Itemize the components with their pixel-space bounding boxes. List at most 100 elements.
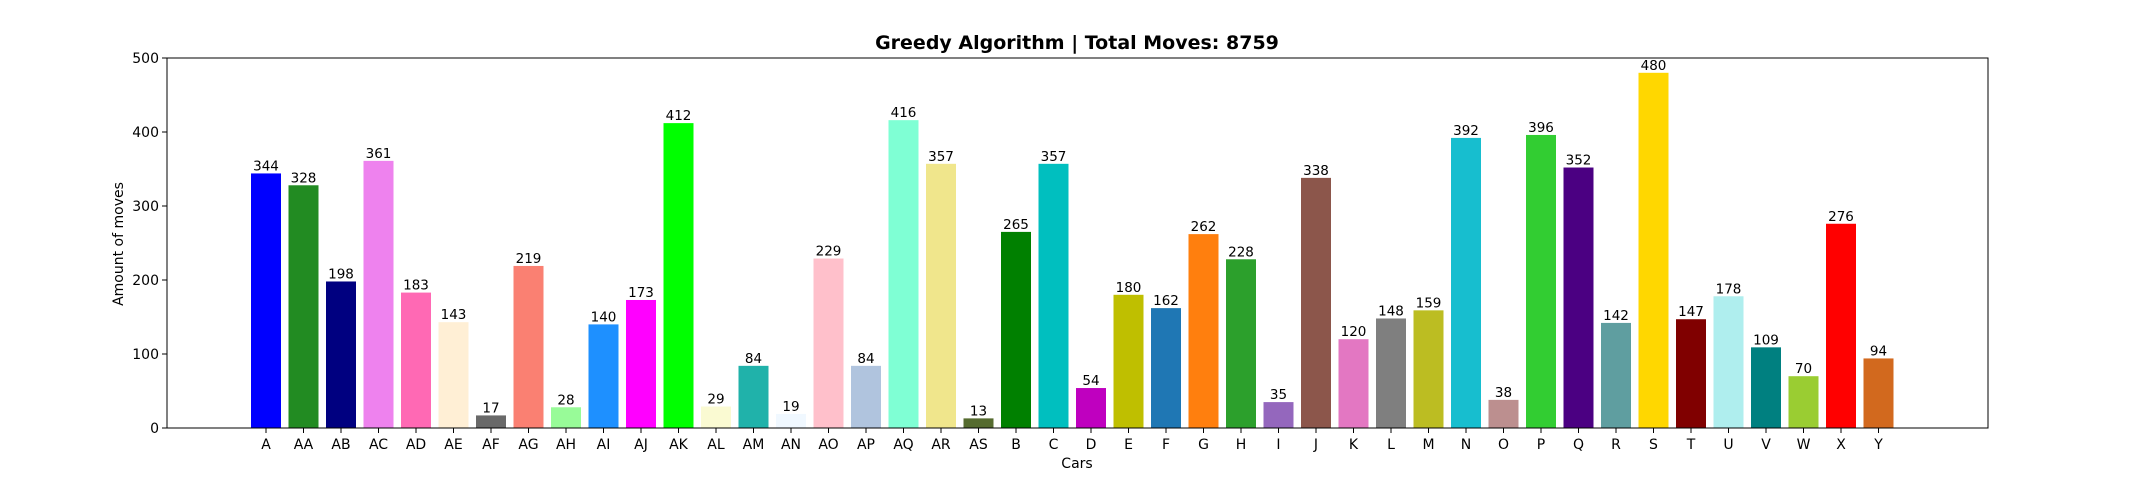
x-axis-ticks: A AA AB AC AD AE AF AG AH AI AJ AK AL AM AN AO AP AQ AR AS B…	[261, 428, 1883, 453]
x-tick-label-b: B	[1011, 437, 1021, 453]
bar-as	[963, 418, 994, 428]
bar-an	[776, 413, 806, 428]
bar-aj	[626, 299, 656, 428]
bar-v	[1751, 347, 1781, 428]
bar-q	[1563, 167, 1594, 428]
x-tick-label-d: D	[1086, 437, 1097, 453]
x-tick-label-ac: AC	[369, 437, 388, 453]
bar-s	[1638, 72, 1669, 429]
bar-x	[1826, 223, 1856, 428]
data-label-e: 180	[1116, 280, 1142, 296]
x-tick-label-c: C	[1049, 437, 1059, 453]
data-label-ar: 357	[928, 149, 954, 165]
x-tick-label-n: N	[1461, 437, 1471, 453]
data-label-q: 352	[1566, 153, 1592, 169]
y-axis-ticks: 0 100 200 300 400 500	[132, 51, 167, 437]
data-label-af: 17	[482, 400, 499, 416]
data-label-al: 29	[707, 392, 724, 408]
data-label-f: 162	[1153, 293, 1179, 309]
x-tick-label-ai: AI	[597, 437, 611, 453]
data-label-g: 262	[1191, 219, 1217, 235]
bar-i	[1263, 402, 1294, 428]
x-tick-label-w: W	[1797, 437, 1811, 453]
x-tick-label-ap: AP	[857, 437, 875, 453]
data-label-ap: 84	[857, 351, 874, 367]
bar-f	[1151, 308, 1181, 428]
data-label-k: 120	[1341, 324, 1367, 340]
x-tick-label-aj: AJ	[634, 437, 648, 453]
data-label-ai: 140	[591, 309, 617, 325]
data-label-ae: 143	[441, 307, 467, 323]
x-tick-label-q: Q	[1573, 437, 1584, 453]
data-label-t: 147	[1678, 304, 1704, 320]
x-tick-label-k: K	[1349, 437, 1359, 453]
x-tick-label-al: AL	[707, 437, 725, 453]
x-tick-label-v: V	[1761, 437, 1771, 453]
x-tick-label-f: F	[1162, 437, 1170, 453]
x-tick-label-ao: AO	[818, 437, 838, 453]
data-label-v: 109	[1753, 332, 1779, 348]
data-labels-group: 344 328 198 361 183 143 17 219 28 140 173 412 29 84 19…	[253, 58, 1887, 420]
y-tick-label-400: 400	[132, 125, 159, 141]
bar-d	[1076, 388, 1106, 428]
x-axis-label: Cars	[1061, 456, 1092, 472]
bar-c	[1038, 163, 1069, 428]
x-tick-label-r: R	[1611, 437, 1621, 453]
data-label-aa: 328	[291, 170, 317, 186]
data-label-d: 54	[1082, 373, 1099, 389]
bars-group	[251, 72, 1894, 429]
plot-frame	[166, 57, 1989, 429]
x-tick-label-x: X	[1836, 437, 1846, 453]
data-label-p: 396	[1528, 120, 1554, 136]
x-tick-label-an: AN	[781, 437, 801, 453]
x-tick-label-m: M	[1422, 437, 1434, 453]
x-tick-label-am: AM	[743, 437, 765, 453]
data-label-ag: 219	[516, 251, 542, 267]
data-label-a: 344	[253, 158, 279, 174]
bar-ac	[363, 160, 394, 429]
bar-ad	[401, 292, 431, 428]
bar-aq	[888, 120, 919, 428]
y-tick-label-300: 300	[132, 199, 159, 215]
bar-ae	[438, 322, 469, 428]
x-tick-label-ae: AE	[444, 437, 462, 453]
data-label-am: 84	[745, 351, 762, 367]
x-tick-label-p: P	[1537, 437, 1545, 453]
bar-al	[701, 406, 731, 428]
x-tick-label-t: T	[1686, 437, 1696, 453]
bar-w	[1788, 376, 1819, 428]
x-tick-label-aa: AA	[294, 437, 314, 453]
data-label-ao: 229	[816, 244, 842, 260]
data-label-aq: 416	[891, 105, 917, 121]
data-label-ad: 183	[403, 278, 429, 294]
chart-title: Greedy Algorithm | Total Moves: 8759	[875, 32, 1279, 54]
data-label-n: 392	[1453, 123, 1479, 139]
x-tick-label-i: I	[1276, 437, 1280, 453]
bar-t	[1676, 319, 1706, 428]
data-label-ah: 28	[557, 392, 574, 408]
data-label-s: 480	[1641, 58, 1667, 74]
x-tick-label-g: G	[1198, 437, 1209, 453]
y-tick-label-100: 100	[132, 347, 159, 363]
data-label-i: 35	[1270, 387, 1287, 403]
x-tick-label-af: AF	[482, 437, 500, 453]
x-tick-label-ab: AB	[331, 437, 350, 453]
data-label-as: 13	[970, 403, 987, 419]
bar-m	[1413, 310, 1444, 428]
x-tick-label-ad: AD	[406, 437, 426, 453]
x-tick-label-u: U	[1723, 437, 1733, 453]
x-tick-label-l: L	[1387, 437, 1395, 453]
x-tick-label-a: A	[261, 437, 271, 453]
bar-u	[1713, 296, 1744, 428]
y-tick-label-200: 200	[132, 273, 159, 289]
x-tick-label-ar: AR	[931, 437, 951, 453]
data-label-o: 38	[1495, 385, 1512, 401]
bar-a	[251, 173, 281, 428]
bar-h	[1226, 259, 1256, 428]
y-tick-label-0: 0	[150, 421, 159, 437]
data-label-b: 265	[1003, 217, 1029, 233]
bar-ah	[551, 407, 581, 428]
bar-am	[738, 365, 769, 428]
x-tick-label-aq: AQ	[893, 437, 913, 453]
